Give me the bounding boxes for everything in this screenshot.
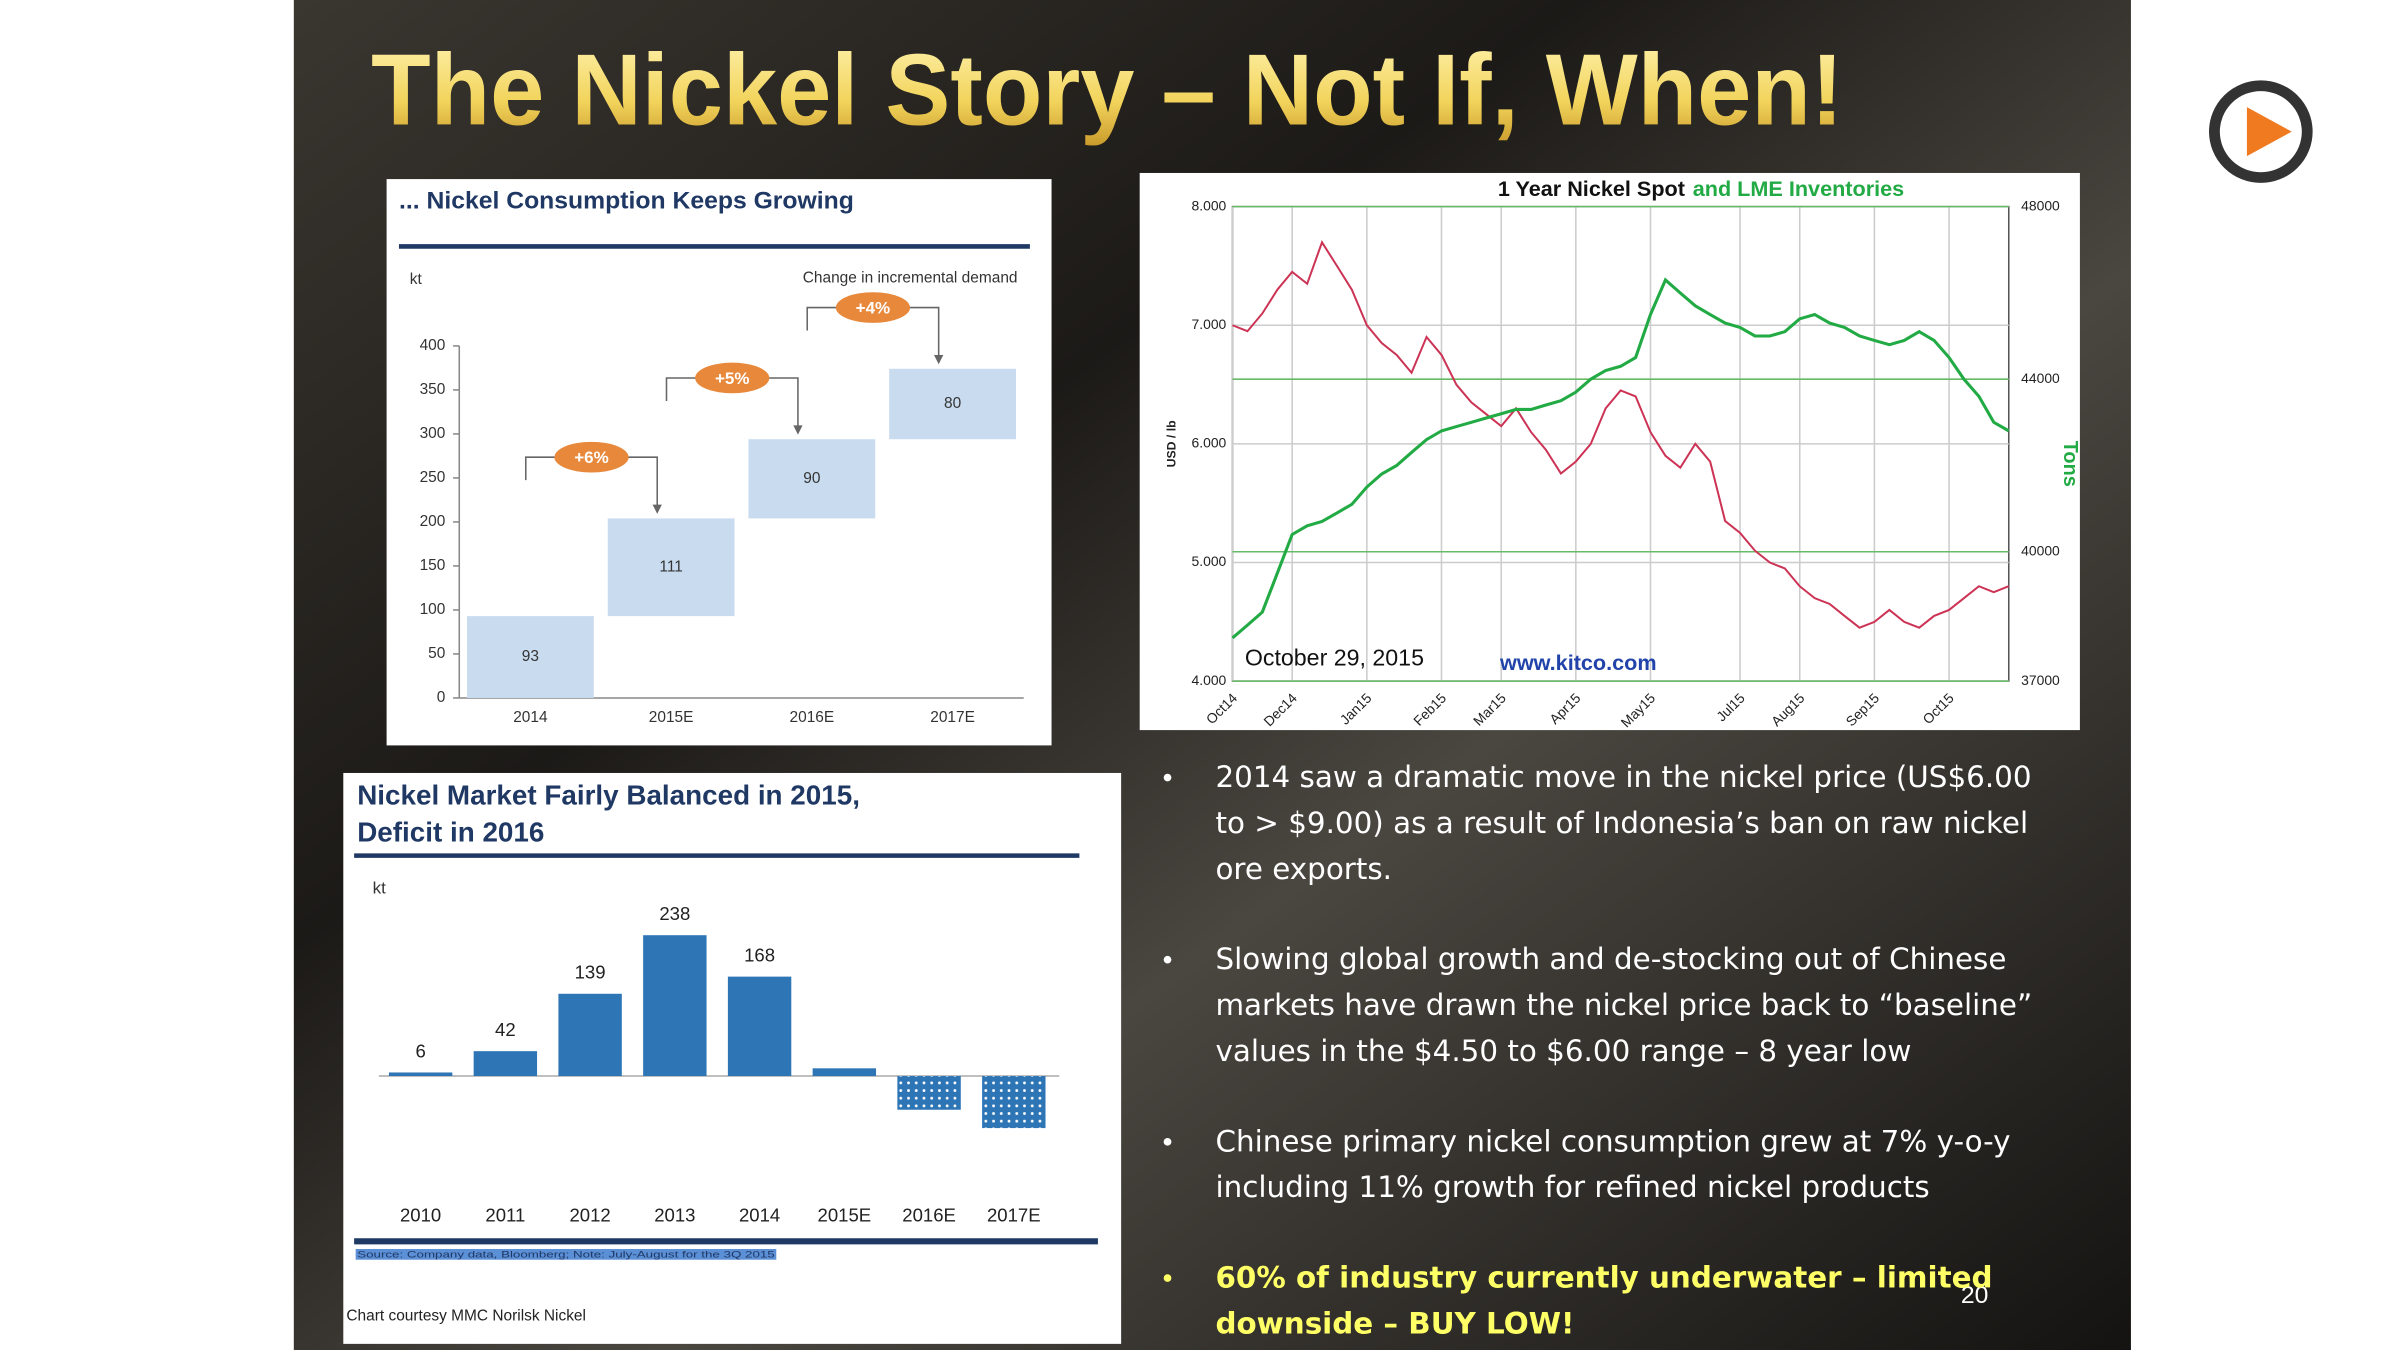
- y2-axis-label: Tons: [2059, 441, 2081, 487]
- annotation: +5%: [715, 369, 749, 388]
- y-unit: kt: [373, 879, 387, 898]
- y-tick-label: 150: [420, 557, 446, 574]
- chart-title-part: and LME Inventories: [1693, 177, 1905, 201]
- annotation: +4%: [856, 299, 890, 318]
- chart-title: 1 Year Nickel Spot and LME Inventories: [1498, 177, 1904, 201]
- bar: [607, 518, 735, 617]
- value-label: 80: [944, 395, 961, 412]
- source-note: Source: Company data, Bloomberg; Note: J…: [357, 1250, 775, 1260]
- bullet-text: 60% of industry currently underwater – l…: [1215, 1261, 1992, 1295]
- y-tick-label: 200: [420, 513, 446, 530]
- chart-title: Nickel Market Fairly Balanced in 2015,: [357, 780, 860, 811]
- value-label: 42: [495, 1019, 516, 1040]
- y-tick-label: 50: [428, 645, 445, 662]
- y2-tick-label: 37000: [2021, 672, 2060, 688]
- y-tick-label: 350: [420, 381, 446, 398]
- x-tick-label: 2017E: [987, 1205, 1041, 1226]
- bullet-text: including 11% growth for refined nickel …: [1215, 1170, 1929, 1204]
- bullet-dot: [1163, 955, 1172, 964]
- bullet-text: 2014 saw a dramatic move in the nickel p…: [1215, 760, 2031, 794]
- bar: [643, 935, 707, 1077]
- value-label: 168: [744, 945, 775, 966]
- value-label: 238: [659, 903, 690, 924]
- x-tick-label: 2013: [654, 1205, 695, 1226]
- x-tick-label: 2014: [739, 1205, 780, 1226]
- chart-title: ... Nickel Consumption Keeps Growing: [399, 188, 854, 215]
- y2-tick-label: 48000: [2021, 197, 2060, 213]
- annotation-badge: [554, 441, 629, 473]
- x-tick-label: 2011: [485, 1205, 525, 1226]
- y-tick-label: 0: [437, 689, 446, 706]
- bar: [388, 1072, 453, 1077]
- y-tick-label: 250: [420, 469, 446, 486]
- series-line: [1232, 240, 2010, 629]
- y-tick-label: 6.000: [1192, 435, 1227, 451]
- value-label: 139: [575, 962, 606, 983]
- y-tick-label: 400: [420, 337, 446, 354]
- x-tick-label: 2016E: [902, 1205, 956, 1226]
- y2-tick-label: 44000: [2021, 370, 2060, 386]
- bullet-dot: [1163, 773, 1172, 782]
- bar: [727, 976, 792, 1077]
- y-tick-label: 5.000: [1192, 553, 1227, 569]
- bullet-text: downside – BUY LOW!: [1215, 1307, 1574, 1341]
- y-tick-label: 8.000: [1192, 197, 1227, 213]
- value-label: 93: [522, 648, 539, 665]
- series-line: [1231, 277, 2010, 640]
- annotation-badge: [835, 292, 911, 323]
- bar: [982, 1076, 1046, 1129]
- value-label: 6: [415, 1041, 425, 1062]
- value-label: 90: [803, 470, 820, 487]
- y-tick-label: 4.000: [1192, 672, 1227, 688]
- slide-title: The Nickel Story – Not If, When!: [371, 33, 1843, 146]
- source-highlight: [355, 1248, 777, 1260]
- bar: [558, 993, 622, 1077]
- bar: [748, 439, 876, 519]
- page-number: 20: [1961, 1282, 1989, 1309]
- x-tick-label: 2016E: [790, 709, 835, 726]
- note: Change in incremental demand: [803, 270, 1018, 287]
- chart-title-part: 1 Year Nickel Spot: [1498, 177, 1685, 201]
- x-tick-label: 2012: [569, 1205, 610, 1226]
- bar: [897, 1076, 961, 1110]
- bar: [812, 1068, 877, 1077]
- bullet-text: Slowing global growth and de-stocking ou…: [1215, 942, 2006, 976]
- x-tick-label: 2015E: [649, 709, 694, 726]
- bullet-text: values in the $4.50 to $6.00 range – 8 y…: [1215, 1034, 1911, 1068]
- play-icon[interactable]: [2209, 80, 2313, 183]
- y-tick-label: 7.000: [1192, 316, 1227, 332]
- credit: Chart courtesy MMC Norilsk Nickel: [346, 1307, 586, 1324]
- bar: [467, 616, 594, 698]
- bullet-dot: [1163, 1138, 1172, 1146]
- y-tick-label: 300: [420, 425, 446, 442]
- value-label: 111: [659, 558, 682, 575]
- y-unit: kt: [410, 271, 423, 288]
- source-annotation: www.kitco.com: [1499, 651, 1657, 675]
- y2-tick-label: 40000: [2021, 542, 2060, 558]
- y-axis-label: USD / lb: [1164, 420, 1178, 467]
- bullet-text: markets have drawn the nickel price back…: [1215, 988, 2032, 1022]
- bar: [473, 1051, 538, 1077]
- bullet-dot: [1163, 1274, 1172, 1282]
- chart-title: Deficit in 2016: [357, 817, 544, 848]
- bullet-text: to > $9.00) as a result of Indonesia’s b…: [1215, 806, 2028, 840]
- y-tick-label: 100: [420, 601, 446, 618]
- arrow-head: [934, 355, 944, 365]
- bar: [889, 368, 1016, 440]
- arrow-head: [793, 425, 803, 435]
- bullet-text: Chinese primary nickel consumption grew …: [1215, 1124, 2010, 1158]
- annotation: +6%: [574, 448, 608, 467]
- x-tick-label: 2010: [400, 1205, 441, 1226]
- x-tick-label: 2014: [513, 709, 548, 726]
- x-tick-label: 2017E: [930, 709, 975, 726]
- x-tick-label: 2015E: [818, 1205, 872, 1226]
- bullet-text: ore exports.: [1215, 852, 1392, 886]
- arrow-head: [652, 504, 662, 514]
- date-annotation: October 29, 2015: [1245, 645, 1424, 671]
- annotation-badge: [695, 362, 770, 394]
